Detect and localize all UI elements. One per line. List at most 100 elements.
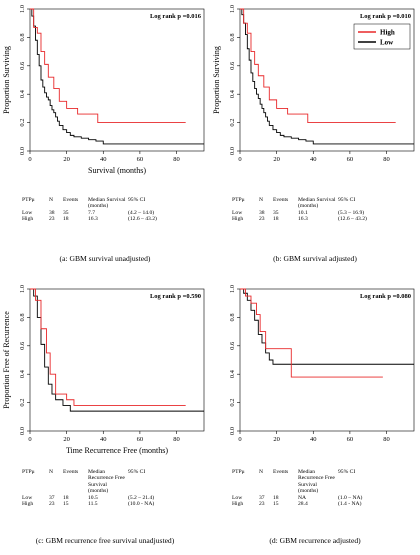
x-tick-label: 40 — [310, 156, 317, 163]
cell: 15 — [63, 501, 69, 508]
km-curve-low — [240, 288, 414, 365]
y-tick-label: 0.8 — [19, 313, 26, 321]
log-rank-annotation: Log rank p =0.016 — [150, 13, 202, 20]
stats-row-high: High 23 18 16.3 (12.6 – 43.2) — [232, 216, 384, 222]
y-tick-label: 0.8 — [19, 33, 26, 41]
log-rank-annotation: Log rank p =0.010 — [360, 13, 411, 20]
cell: (12.6 – 43.2) — [338, 216, 367, 223]
km-curve-high — [30, 288, 186, 406]
y-tick-label: 0.8 — [229, 313, 236, 321]
header-n: N — [49, 197, 54, 203]
stats-header-row: PTPμ N Events Median Survival (months) 9… — [22, 197, 174, 210]
x-axis-label: Time Recurrence Free (months) — [66, 446, 168, 455]
km-chart-d: 0.0 0.2 0.4 0.6 0.8 1.0 0 20 40 60 80 Log rank p =0… — [229, 285, 415, 443]
header-median: Median Survival (months) — [88, 197, 126, 210]
plot-frame — [239, 8, 415, 152]
header-ptpu: PTPμ — [232, 469, 245, 475]
km-curve-high — [240, 8, 396, 124]
legend-box — [353, 23, 411, 50]
y-tick-label: 0.6 — [229, 341, 236, 350]
caption-c: (c: GBM recurrence free survival unadjus… — [35, 536, 175, 545]
x-tick-label: 0 — [28, 156, 31, 163]
header-events: Events — [273, 469, 289, 475]
panel-c: 0.0 0.2 0.4 0.6 0.8 1.0 0 20 40 60 80 Proportion Fr… — [0, 280, 210, 555]
cell: 38 — [259, 209, 265, 216]
cell: 35 — [63, 209, 69, 216]
header-n: N — [259, 197, 264, 203]
x-tick-label: 0 — [28, 436, 31, 443]
cell: 10.1 — [298, 209, 308, 216]
plot-frame — [29, 8, 205, 152]
stats-table-b: PTPμ N Events Median Survival (months) 9… — [232, 197, 384, 223]
x-tick-label: 80 — [173, 436, 180, 443]
cell: 23 — [259, 501, 265, 508]
cell: Low — [22, 209, 33, 216]
km-curve-low — [30, 288, 204, 412]
y-tick-label: 0.0 — [229, 147, 236, 155]
plot-frame — [29, 288, 205, 432]
x-tick-label: 80 — [383, 436, 390, 443]
y-tick-label: 0.6 — [229, 61, 236, 70]
cell: 23 — [259, 216, 265, 223]
stats-header-row: PTPμ N Events Median Recurrence Free Sur… — [22, 469, 174, 495]
cell: 18 — [63, 216, 69, 223]
legend-label-low: Low — [380, 39, 394, 47]
x-tick-label: 60 — [137, 156, 144, 163]
caption-d: (d: GBM recurrence adjusted) — [269, 536, 361, 545]
y-axis-label: Proportion Surviving — [212, 46, 221, 114]
cell: (4.2 – 14.0) — [128, 209, 155, 216]
log-rank-annotation: Log rank p =0.590 — [150, 293, 201, 300]
x-tick-label: 40 — [100, 156, 107, 163]
header-median: Median Recurrence Free Survival (months) — [88, 469, 125, 495]
stats-header-row: PTPμ N Events Median Recurrence Free Sur… — [232, 469, 384, 495]
y-tick-label: 0.6 — [19, 341, 26, 350]
header-ci: 95% CI — [128, 469, 146, 475]
y-tick-label: 0.2 — [229, 399, 236, 407]
header-ci: 95% CI — [128, 197, 146, 203]
y-tick-label: 0.0 — [19, 147, 26, 155]
cell: 16.3 — [298, 216, 308, 223]
stats-row-high: High 23 15 11.5 (10.0 - NA) — [22, 501, 174, 507]
cell: (1.0 – NA) — [338, 494, 363, 501]
stats-table-c: PTPμ N Events Median Recurrence Free Sur… — [22, 469, 174, 507]
cell: 10.5 — [88, 494, 98, 501]
x-tick-label: 20 — [273, 156, 280, 163]
y-tick-label: 1.0 — [19, 285, 26, 293]
caption-a: (a: GBM survival unadjusted) — [59, 254, 151, 263]
y-tick-label: 0.4 — [19, 89, 26, 98]
km-curve-high — [30, 8, 186, 124]
stats-row-low: Low 38 35 7.7 (4.2 – 14.0) — [22, 210, 174, 216]
cell: 7.7 — [88, 209, 95, 216]
cell: (10.0 - NA) — [128, 501, 155, 508]
cell: (5.3 – 16.9) — [338, 209, 365, 216]
cell: NA — [298, 494, 307, 501]
cell: 15 — [273, 501, 279, 508]
cell: 18 — [273, 216, 279, 223]
y-axis-label: Proportion Surviving — [2, 46, 11, 114]
x-tick-label: 40 — [100, 436, 107, 443]
cell: Low — [232, 494, 243, 501]
x-tick-label: 20 — [63, 436, 70, 443]
panel-b: 0.0 0.2 0.4 0.6 0.8 1.0 0 20 40 60 80 Proportion Su… — [210, 0, 420, 275]
cell: 37 — [49, 494, 55, 501]
stats-header-row: PTPμ N Events Median Survival (months) 9… — [232, 197, 384, 210]
cell: 11.5 — [88, 501, 98, 508]
cell: 23 — [49, 216, 55, 223]
stats-table-a: PTPμ N Events Median Survival (months) 9… — [22, 197, 174, 223]
log-rank-annotation: Log rank p =0.080 — [360, 293, 411, 300]
km-curve-low — [30, 8, 204, 145]
cell: 28.4 — [298, 501, 308, 508]
header-median: Median Survival (months) — [298, 197, 336, 210]
km-chart-c: 0.0 0.2 0.4 0.6 0.8 1.0 0 20 40 60 80 Proportion Fr… — [2, 285, 205, 455]
header-events: Events — [273, 197, 289, 203]
caption-b: (b: GBM survival adjusted) — [273, 254, 357, 263]
y-tick-label: 0.4 — [19, 369, 26, 378]
x-tick-label: 40 — [310, 436, 317, 443]
y-tick-label: 1.0 — [229, 5, 236, 13]
x-tick-label: 60 — [347, 436, 354, 443]
header-events: Events — [63, 197, 79, 203]
cell: 18 — [63, 494, 69, 501]
x-tick-label: 80 — [173, 156, 180, 163]
header-n: N — [49, 469, 54, 475]
header-ptpu: PTPμ — [232, 197, 245, 203]
